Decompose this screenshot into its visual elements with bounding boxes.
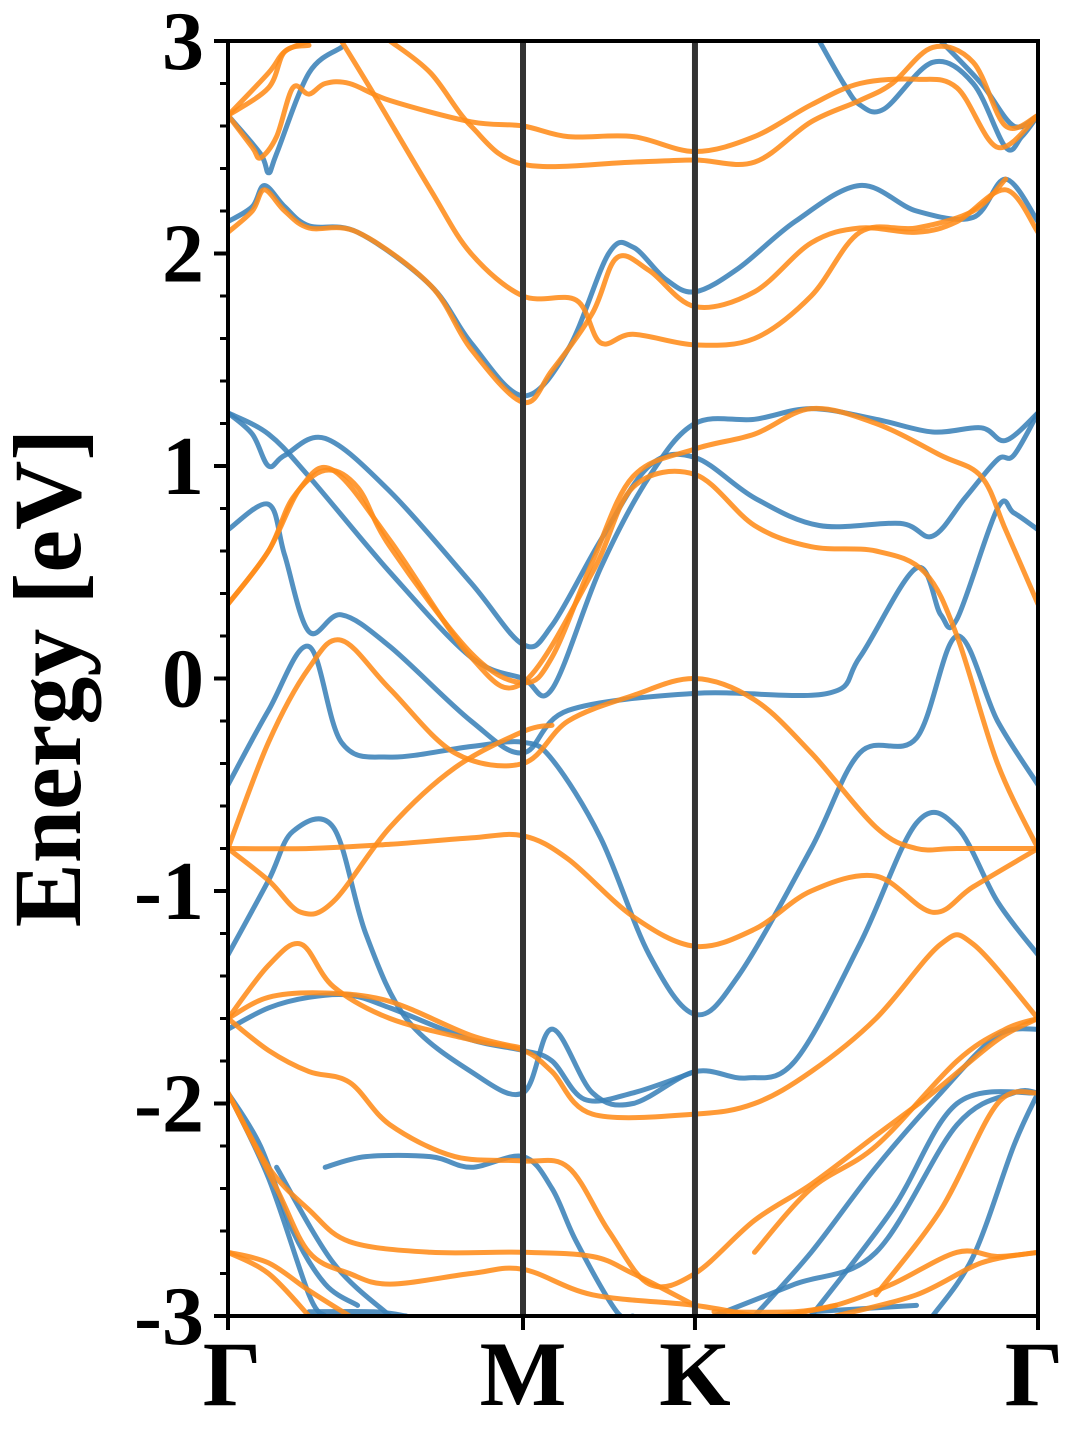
band-line-blue-5 — [228, 633, 1038, 1018]
band-line-orange-29 — [228, 831, 1038, 950]
band-line-blue-2 — [228, 410, 1038, 650]
band-line-orange-24 — [228, 187, 1038, 406]
y-tick-label: 2 — [162, 208, 204, 301]
plot-frame — [226, 39, 1040, 1318]
y-tick-label: -1 — [134, 845, 204, 938]
y-tick-label: 1 — [162, 420, 204, 513]
band-line-blue-18 — [816, 41, 1038, 153]
band-line-orange-42 — [873, 1089, 1038, 1298]
band-line-blue-0 — [228, 44, 344, 176]
band-line-orange-31 — [228, 932, 1038, 1121]
band-line-blue-6 — [228, 809, 1038, 1108]
band-line-orange-28 — [228, 637, 1038, 853]
band-line-blue-14 — [711, 1088, 1038, 1316]
band-line-orange-33 — [228, 1016, 1038, 1290]
band-line-blue-1 — [228, 176, 1038, 399]
y-axis-label: Energy [eV] — [0, 429, 101, 928]
x-tick-label-K: K — [659, 1323, 731, 1425]
band-line-orange-39 — [833, 1249, 1038, 1316]
band-line-blue-3 — [228, 406, 1038, 699]
band-line-blue-16 — [930, 1090, 1038, 1316]
y-tick-label: -2 — [134, 1058, 204, 1151]
band-line-orange-25 — [338, 41, 1009, 348]
band-line-orange-34 — [228, 1090, 698, 1308]
y-tick-label: 0 — [162, 633, 204, 726]
band-line-orange-36 — [228, 1249, 352, 1316]
band-line-orange-41 — [752, 1016, 1038, 1255]
band-lines — [228, 41, 1038, 1316]
x-tick-label-Γ: Γ — [1005, 1323, 1064, 1425]
x-tick-label-M: M — [480, 1323, 567, 1425]
x-tick-label-Γ: Γ — [203, 1323, 262, 1425]
y-axis-ticks: 3 2 1 0 -1 -2 -3 — [134, 0, 228, 1363]
band-line-orange-32 — [228, 990, 526, 1051]
band-line-orange-40 — [711, 1302, 838, 1315]
band-line-blue-4 — [228, 498, 1038, 756]
band-line-orange-35 — [228, 1090, 757, 1316]
band-line-orange-23 — [387, 41, 1038, 170]
band-line-orange-27 — [228, 464, 1038, 851]
band-line-blue-8 — [228, 1090, 361, 1308]
band-line-blue-7 — [228, 991, 698, 1104]
band-line-orange-30 — [228, 722, 555, 917]
band-line-blue-15 — [808, 1089, 1038, 1316]
band-line-orange-21 — [228, 76, 1038, 161]
high-symmetry-lines — [520, 41, 698, 1316]
y-tick-label: 3 — [162, 0, 204, 88]
y-tick-label: -3 — [134, 1270, 204, 1363]
band-line-orange-22 — [228, 41, 312, 118]
band-line-orange-37 — [228, 1249, 312, 1316]
